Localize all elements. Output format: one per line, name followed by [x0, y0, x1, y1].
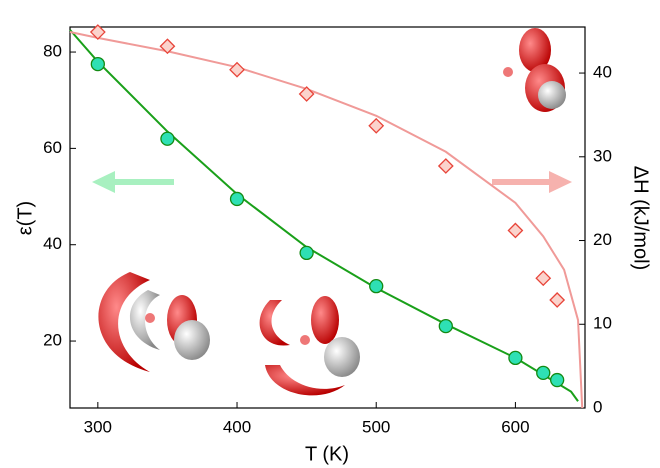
x-axis-label: T (K)	[305, 443, 349, 465]
fit-curve	[70, 30, 578, 401]
x-tick-label: 300	[84, 417, 112, 436]
data-point	[231, 192, 244, 205]
y-tick-label: 40	[43, 234, 62, 253]
data-point	[91, 58, 104, 71]
x-tick-label: 500	[362, 417, 390, 436]
chart: T (K) ε(T) ΔH (kJ/mol) 30040050060020406…	[0, 0, 660, 468]
data-point	[230, 63, 244, 77]
data-point	[536, 271, 550, 285]
y2-tick-label: 10	[593, 314, 612, 333]
data-point	[551, 374, 564, 387]
data-point	[300, 246, 313, 259]
y2-tick-label: 30	[593, 146, 612, 165]
axis-arrows	[92, 171, 572, 193]
y-tick-label: 20	[43, 331, 62, 350]
y2-tick-label: 0	[593, 397, 602, 416]
y-axis-label: ε(T)	[14, 201, 36, 235]
y2-tick-label: 40	[593, 63, 612, 82]
data-point	[550, 293, 564, 307]
y-tick-label: 80	[43, 42, 62, 61]
data-point	[508, 223, 522, 237]
x-tick-label: 600	[501, 417, 529, 436]
molecule-images	[98, 28, 566, 395]
y-tick-label: 60	[43, 138, 62, 157]
data-point	[509, 351, 522, 364]
data-point	[369, 119, 383, 133]
data-point	[300, 87, 314, 101]
y2-tick-label: 20	[593, 230, 612, 249]
data-point	[370, 280, 383, 293]
data-point	[537, 366, 550, 379]
data-point	[439, 320, 452, 333]
y2-axis-label: ΔH (kJ/mol)	[630, 166, 652, 270]
x-tick-label: 400	[223, 417, 251, 436]
data-point	[161, 132, 174, 145]
data-point	[439, 159, 453, 173]
